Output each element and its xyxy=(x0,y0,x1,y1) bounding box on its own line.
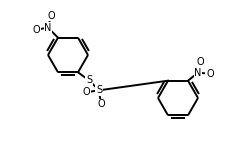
Text: O: O xyxy=(47,11,54,21)
Text: S: S xyxy=(96,85,102,95)
Text: O: O xyxy=(97,99,104,109)
Text: N: N xyxy=(44,23,52,33)
Text: O: O xyxy=(205,69,213,79)
Text: S: S xyxy=(86,75,92,85)
Text: N: N xyxy=(194,68,201,78)
Text: O: O xyxy=(82,87,90,97)
Text: O: O xyxy=(32,25,40,35)
Text: O: O xyxy=(196,57,203,67)
